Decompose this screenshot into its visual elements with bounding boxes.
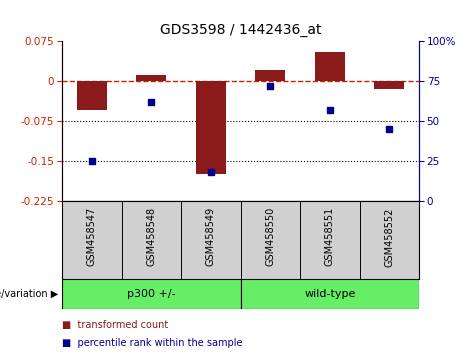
Bar bbox=[241, 279, 419, 309]
Text: GSM458551: GSM458551 bbox=[325, 207, 335, 267]
Bar bbox=[62, 279, 241, 309]
Bar bbox=[136, 75, 166, 81]
Bar bbox=[374, 81, 404, 89]
Text: GSM458548: GSM458548 bbox=[146, 207, 156, 266]
Point bbox=[326, 107, 333, 113]
Text: GSM458550: GSM458550 bbox=[265, 207, 275, 267]
Point bbox=[207, 169, 214, 175]
Point bbox=[148, 99, 155, 105]
Text: ■  transformed count: ■ transformed count bbox=[62, 320, 168, 330]
Point bbox=[385, 126, 393, 132]
Title: GDS3598 / 1442436_at: GDS3598 / 1442436_at bbox=[160, 23, 321, 37]
Point bbox=[88, 158, 95, 164]
Text: genotype/variation ▶: genotype/variation ▶ bbox=[0, 289, 58, 299]
Bar bbox=[77, 81, 106, 110]
Text: wild-type: wild-type bbox=[304, 289, 355, 299]
Bar bbox=[315, 52, 345, 81]
Point bbox=[266, 83, 274, 88]
Text: p300 +/-: p300 +/- bbox=[127, 289, 176, 299]
Text: GSM458547: GSM458547 bbox=[87, 207, 97, 267]
Text: ■  percentile rank within the sample: ■ percentile rank within the sample bbox=[62, 338, 242, 348]
Bar bbox=[255, 70, 285, 81]
Bar bbox=[196, 81, 225, 174]
Text: GSM458552: GSM458552 bbox=[384, 207, 394, 267]
Text: GSM458549: GSM458549 bbox=[206, 207, 216, 266]
